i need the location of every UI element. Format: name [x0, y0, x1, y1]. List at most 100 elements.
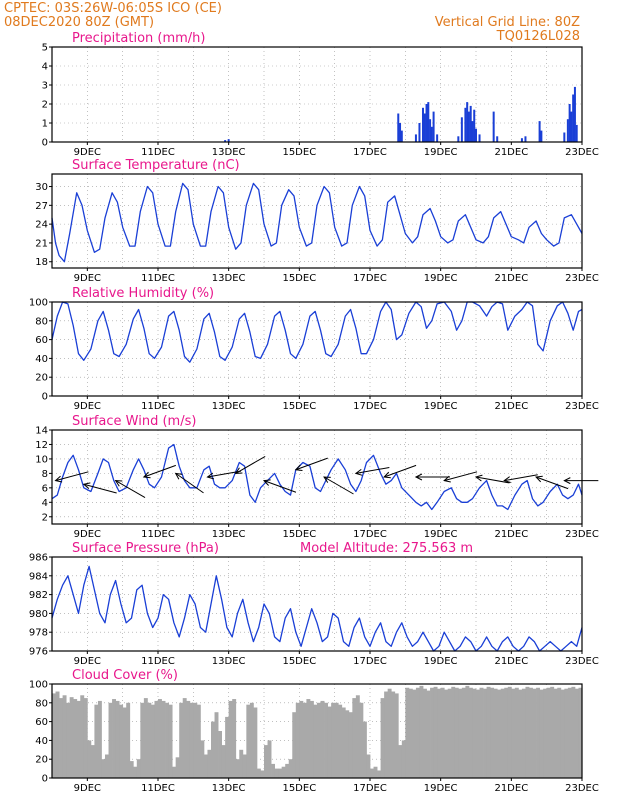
wind-arrow-shaft [355, 466, 390, 474]
cloud-bar [182, 698, 187, 778]
cloud-bar [76, 700, 81, 778]
precipitation-frame [51, 46, 583, 143]
cloud-xtick-label: 13DEC [212, 783, 246, 794]
cloud-bar [454, 687, 459, 778]
wind-arrow-shaft [535, 476, 569, 490]
cloud-bar [490, 687, 495, 778]
pressure-xtick-label: 21DEC [494, 656, 528, 667]
precipitation-bar [570, 111, 573, 142]
cloud-bar [415, 687, 420, 778]
temperature-frame [51, 173, 583, 269]
cloud-bar [550, 686, 555, 778]
wind-arrow-head [323, 476, 331, 483]
cloud-bar [574, 688, 579, 778]
cloud-bar [285, 763, 290, 778]
humidity-ytick-label: 0 [42, 392, 48, 403]
cloud-bar [200, 740, 205, 778]
wind-arrow-shaft [475, 476, 510, 484]
temperature-xtick-label: 23DEC [565, 273, 599, 284]
temperature-ytick-label: 24 [35, 220, 48, 231]
cloud-bar [232, 699, 237, 778]
cloud-bar [384, 691, 389, 778]
cloud-bar [461, 687, 466, 778]
precipitation-xtick-label: 21DEC [494, 147, 528, 158]
precipitation-bar [436, 134, 439, 142]
humidity-ytick-label: 20 [35, 373, 48, 384]
cloud-bar [451, 686, 456, 778]
cloud-xtick-label: 15DEC [282, 783, 316, 794]
precipitation-bar [469, 105, 472, 142]
cloud-bar [207, 749, 212, 778]
wind-arrow [206, 470, 242, 480]
cloud-bar [302, 702, 307, 778]
precipitation-xtick-label: 9DEC [74, 147, 101, 158]
wind-arrow-shaft [444, 471, 478, 482]
cloud-bar [348, 712, 353, 778]
cloud-bar [571, 686, 576, 778]
cloud-bar [62, 695, 67, 778]
cloud-bar [479, 687, 484, 778]
cloud-bar [52, 693, 56, 778]
cloud-bar [239, 749, 244, 778]
cloud-bar [483, 688, 487, 778]
wind-arrow-shaft [83, 483, 117, 494]
cloud-bar [69, 697, 74, 778]
temperature-line [51, 182, 583, 263]
cloud-bar [387, 688, 392, 778]
cloud-bar [317, 702, 321, 778]
cloud-bar [129, 761, 134, 778]
cloud-bar [500, 688, 505, 778]
cloud-bar [211, 721, 215, 778]
wind-arrow-shaft [263, 480, 297, 493]
precipitation-bar [457, 136, 460, 142]
wind-arrow-shaft [295, 457, 328, 471]
cloud-bar [341, 707, 346, 778]
humidity-panel: Relative Humidity (%) 0 20 40 60 80 100 9DEC 11D… [29, 286, 599, 412]
precipitation-bar [460, 117, 463, 142]
wind-arrow [383, 464, 417, 479]
humidity-frame [51, 301, 583, 397]
humidity-xtick-label: 21DEC [494, 401, 528, 412]
wind-arrow [262, 479, 297, 493]
cloud-bar [518, 689, 523, 778]
cloud-bar [380, 698, 385, 778]
wind-arrow-head [142, 471, 151, 479]
cloud-bar [256, 768, 261, 778]
wind-arrow [323, 476, 354, 495]
cloud-ytick-label: 60 [35, 717, 48, 728]
precipitation-bar [414, 134, 417, 142]
cloud-bar [105, 754, 109, 778]
cloud-bar [511, 688, 516, 778]
cloud-bar [179, 702, 184, 778]
cloud-bar [235, 759, 240, 778]
wind-arrow [82, 482, 117, 494]
cloud-bar [553, 688, 558, 778]
temperature-xtick-label: 19DEC [424, 273, 458, 284]
wind-ytick-label: 4 [42, 498, 48, 509]
cloud-xtick-label: 9DEC [74, 783, 101, 794]
temperature-xtick-label: 11DEC [141, 273, 175, 284]
wind-arrow [443, 471, 478, 483]
precipitation-bar [397, 113, 400, 142]
cloud-bar [578, 687, 583, 778]
wind-arrow-head [206, 472, 215, 480]
humidity-xtick-label: 19DEC [424, 401, 458, 412]
cloud-bar [355, 695, 360, 778]
wind-arrow-shaft [323, 476, 354, 495]
cloud-bar [345, 710, 350, 778]
precipitation-bar [400, 130, 403, 142]
cloud-bar [214, 712, 219, 778]
cloud-bar [90, 745, 95, 778]
cloud-bar [324, 702, 328, 778]
cloud-bar [433, 686, 438, 778]
cloud-bar [274, 768, 279, 778]
precipitation-bar [478, 134, 481, 142]
cloud-bar [242, 754, 247, 778]
precipitation-bar [466, 102, 469, 142]
wind-arrow-head [114, 480, 123, 487]
precipitation-bar [427, 102, 430, 142]
pressure-panel: Surface Pressure (hPa) Model Altitude: 27… [29, 541, 599, 667]
cloud-bar [362, 721, 367, 778]
cloud-bar [398, 745, 403, 778]
wind-xtick-label: 13DEC [212, 529, 246, 540]
